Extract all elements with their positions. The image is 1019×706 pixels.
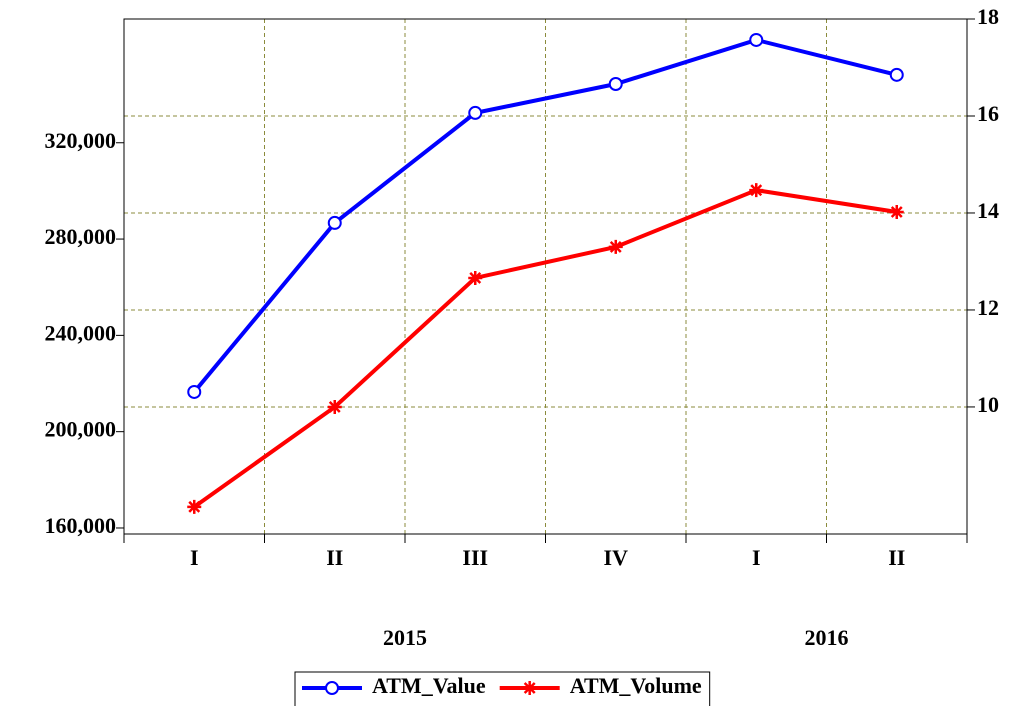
- point: [187, 384, 202, 399]
- point: [468, 105, 483, 120]
- point: [608, 77, 623, 92]
- point: [889, 67, 904, 82]
- series: [187, 183, 904, 514]
- legend-box: [294, 671, 711, 706]
- legend-marker: [325, 681, 339, 695]
- y-tick-label: 320,000: [45, 128, 117, 153]
- y-tick-label: 200,000: [45, 417, 117, 442]
- y2-tick-label: 16: [977, 101, 999, 126]
- y2-tick-label: 18: [977, 4, 999, 29]
- x-tick-label: I: [190, 545, 199, 570]
- point: [327, 215, 342, 230]
- y2-tick-label: 14: [977, 198, 999, 223]
- legend-label: ATM_Volume: [570, 673, 702, 698]
- x-tick-label: II: [326, 545, 343, 570]
- y-tick-label: 160,000: [45, 513, 117, 538]
- point: [749, 32, 764, 47]
- y-tick-label: 280,000: [45, 224, 117, 249]
- point: [522, 681, 537, 695]
- point: [187, 499, 202, 514]
- point: [608, 239, 623, 254]
- legend: ATM_Value ATM_Volume: [294, 671, 711, 706]
- x-tick-label: I: [752, 545, 761, 570]
- group-label: 2015: [383, 625, 427, 650]
- series-line: [193, 188, 898, 509]
- legend-label: ATM_Value: [372, 673, 486, 698]
- group-label: 2016: [805, 625, 849, 650]
- x-tick-label: III: [462, 545, 488, 570]
- x-tick-label: IV: [604, 545, 629, 570]
- y-tick-label: 240,000: [45, 320, 117, 345]
- series-line: [192, 37, 898, 394]
- point: [468, 270, 483, 285]
- y2-tick-label: 10: [977, 392, 999, 417]
- point: [889, 205, 904, 220]
- x-tick-label: II: [888, 545, 905, 570]
- point: [749, 183, 764, 198]
- point: [327, 399, 342, 414]
- y2-tick-label: 12: [977, 295, 999, 320]
- series: [187, 32, 904, 399]
